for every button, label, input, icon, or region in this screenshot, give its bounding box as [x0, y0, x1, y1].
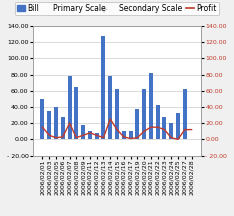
Profit	[109, 118, 112, 120]
Bar	[128, 131, 133, 139]
Bar	[108, 76, 112, 139]
Bar	[40, 99, 44, 139]
Profit	[41, 126, 44, 129]
Bar	[183, 89, 187, 139]
Profit	[55, 137, 57, 139]
Bar	[68, 76, 72, 139]
Profit	[129, 137, 132, 140]
Bar	[176, 113, 180, 139]
Bar	[122, 131, 126, 139]
Bar	[54, 107, 58, 139]
Bar	[47, 111, 51, 139]
Profit	[82, 134, 84, 137]
Text: ✛: ✛	[99, 5, 108, 15]
Profit	[48, 134, 51, 137]
Profit	[95, 134, 98, 137]
Profit	[183, 128, 186, 131]
Profit	[170, 137, 173, 139]
Bar	[81, 125, 85, 139]
Bar	[115, 89, 119, 139]
Bar	[169, 123, 173, 139]
Profit	[61, 136, 64, 138]
Profit	[88, 132, 91, 134]
Bar	[74, 87, 78, 139]
Bar	[142, 89, 146, 139]
Profit	[150, 126, 152, 129]
Profit	[190, 128, 193, 131]
Bar	[61, 117, 65, 139]
Bar	[135, 108, 139, 139]
Bar	[95, 133, 99, 139]
Profit	[116, 128, 118, 131]
Profit	[156, 126, 159, 129]
Line: Profit: Profit	[42, 119, 192, 139]
Profit	[68, 122, 71, 124]
Bar	[101, 36, 106, 139]
Bar	[149, 73, 153, 139]
Profit	[136, 137, 139, 139]
Bar	[88, 131, 92, 139]
Profit	[163, 128, 166, 131]
Profit	[143, 130, 146, 133]
Profit	[102, 137, 105, 139]
Profit	[75, 137, 78, 139]
Profit	[177, 138, 179, 141]
Bar	[156, 105, 160, 139]
Bar	[162, 117, 166, 139]
Legend: Bill, Primary Scale, Secondary Scale, Profit: Bill, Primary Scale, Secondary Scale, Pr…	[15, 2, 219, 15]
Profit	[122, 136, 125, 138]
